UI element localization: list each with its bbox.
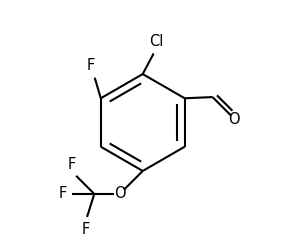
Text: F: F	[68, 157, 76, 172]
Text: O: O	[229, 112, 240, 127]
Text: F: F	[87, 58, 95, 73]
Text: O: O	[114, 186, 125, 201]
Text: F: F	[59, 186, 67, 201]
Text: Cl: Cl	[149, 34, 163, 49]
Text: F: F	[82, 222, 90, 237]
